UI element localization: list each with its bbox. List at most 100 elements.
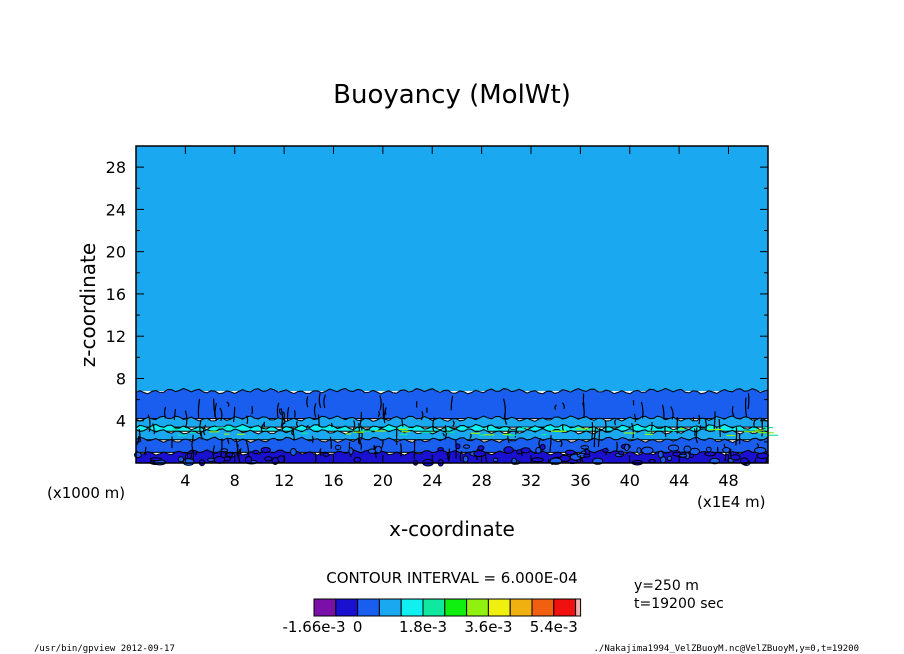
contour-line xyxy=(591,421,594,441)
contour-cell xyxy=(583,453,591,458)
contour-line xyxy=(582,402,585,419)
contour-line xyxy=(561,402,565,410)
contour-line xyxy=(329,436,332,449)
contour-cell xyxy=(473,450,486,458)
contour-line xyxy=(286,406,290,422)
contour-line xyxy=(226,401,230,407)
x-tick-label: 20 xyxy=(373,471,393,490)
contour-line xyxy=(718,419,721,437)
colorbar-swatch xyxy=(335,598,359,617)
y-axis: 4 8 12 16 20 24 28 xyxy=(106,158,768,443)
contour-cell xyxy=(186,452,192,460)
contour-line xyxy=(280,408,284,427)
x-tick-label: 24 xyxy=(422,471,442,490)
contour-line xyxy=(459,450,463,462)
contour-cell xyxy=(374,445,382,454)
contour-line xyxy=(735,427,738,446)
contour-cell xyxy=(756,452,769,459)
contour-line xyxy=(235,438,239,456)
contour-cell xyxy=(539,443,546,451)
contour-cell xyxy=(602,448,609,453)
contour-line xyxy=(731,406,735,417)
contour-line xyxy=(164,406,167,419)
contour-cell xyxy=(477,445,485,451)
contour-cell xyxy=(754,447,767,454)
colorbar-swatch xyxy=(313,598,337,617)
contour-line xyxy=(357,423,360,443)
contour-line xyxy=(352,420,356,430)
contour-line xyxy=(507,428,510,444)
contour-line xyxy=(744,397,748,417)
contour-line xyxy=(650,422,653,431)
contour-cell xyxy=(493,457,499,463)
y-tick-label: 8 xyxy=(116,369,126,388)
contour-cell xyxy=(618,450,625,456)
contour-band-0 xyxy=(136,146,768,392)
contour-cell xyxy=(704,451,716,457)
contour-line xyxy=(661,404,665,420)
contour-line xyxy=(413,438,416,459)
contour-line xyxy=(173,408,177,420)
colorbar-swatch xyxy=(487,598,511,617)
contour-line xyxy=(292,427,295,440)
colorbar-swatch xyxy=(553,598,577,617)
chart-title: Buoyancy (MolWt) xyxy=(333,80,571,110)
contour-line xyxy=(219,407,223,422)
contour-cell xyxy=(226,452,234,458)
colorbar-swatch xyxy=(575,598,582,617)
contour-line xyxy=(747,393,750,410)
x-unit-right: (x1E4 m) xyxy=(697,493,766,511)
contour-cell xyxy=(580,445,590,450)
colorbar-labels: -1.66e-3 0 1.8e-3 3.6e-3 5.4e-3 xyxy=(283,618,578,636)
contour-cell xyxy=(264,456,273,462)
contour-line xyxy=(593,427,597,448)
contour-line xyxy=(597,428,601,448)
contour-line xyxy=(549,435,552,452)
contour-cell xyxy=(207,457,215,462)
contour-line xyxy=(184,410,188,429)
contour-cell xyxy=(260,447,271,453)
contour-line xyxy=(276,402,280,418)
contour-line xyxy=(704,418,707,431)
x-unit-left: (x1000 m) xyxy=(47,484,125,502)
contour-cell xyxy=(667,444,680,452)
contour-cell xyxy=(531,457,544,463)
contour-cell xyxy=(348,447,354,456)
contour-line xyxy=(197,398,201,418)
contour-line xyxy=(294,409,296,418)
colorbar-swatch xyxy=(378,598,402,617)
x-tick-label: 16 xyxy=(323,471,343,490)
contour-line xyxy=(318,393,322,408)
contour-line xyxy=(306,396,309,408)
contour-interval: CONTOUR INTERVAL = 6.000E-04 xyxy=(326,569,577,587)
contour-line xyxy=(698,414,701,425)
contour-line xyxy=(199,420,202,437)
colorbar-swatch xyxy=(357,598,380,617)
contour-line xyxy=(765,458,768,463)
contour-line xyxy=(486,424,490,431)
contour-line xyxy=(450,395,454,411)
contour-line xyxy=(442,432,445,437)
contour-line xyxy=(699,425,702,431)
contour-lines xyxy=(133,393,778,467)
x-tick-label: 40 xyxy=(620,471,640,490)
contour-cell xyxy=(463,444,471,449)
contour-cell xyxy=(322,452,330,457)
colorbar-label: 5.4e-3 xyxy=(530,618,578,636)
contour-line xyxy=(358,438,361,445)
info-t: t=19200 sec xyxy=(634,596,724,612)
x-tick-label: 28 xyxy=(471,471,491,490)
x-tick-label: 8 xyxy=(230,471,240,490)
contour-line xyxy=(238,449,241,464)
plot-frame xyxy=(135,145,769,464)
contour-cell xyxy=(722,447,731,454)
contour-cell xyxy=(245,455,253,464)
x-tick-label: 4 xyxy=(180,471,190,490)
contour-line xyxy=(295,421,299,428)
contour-line xyxy=(760,418,763,425)
contour-line xyxy=(446,451,449,461)
contour-line xyxy=(670,406,674,420)
contour-line xyxy=(313,403,317,418)
